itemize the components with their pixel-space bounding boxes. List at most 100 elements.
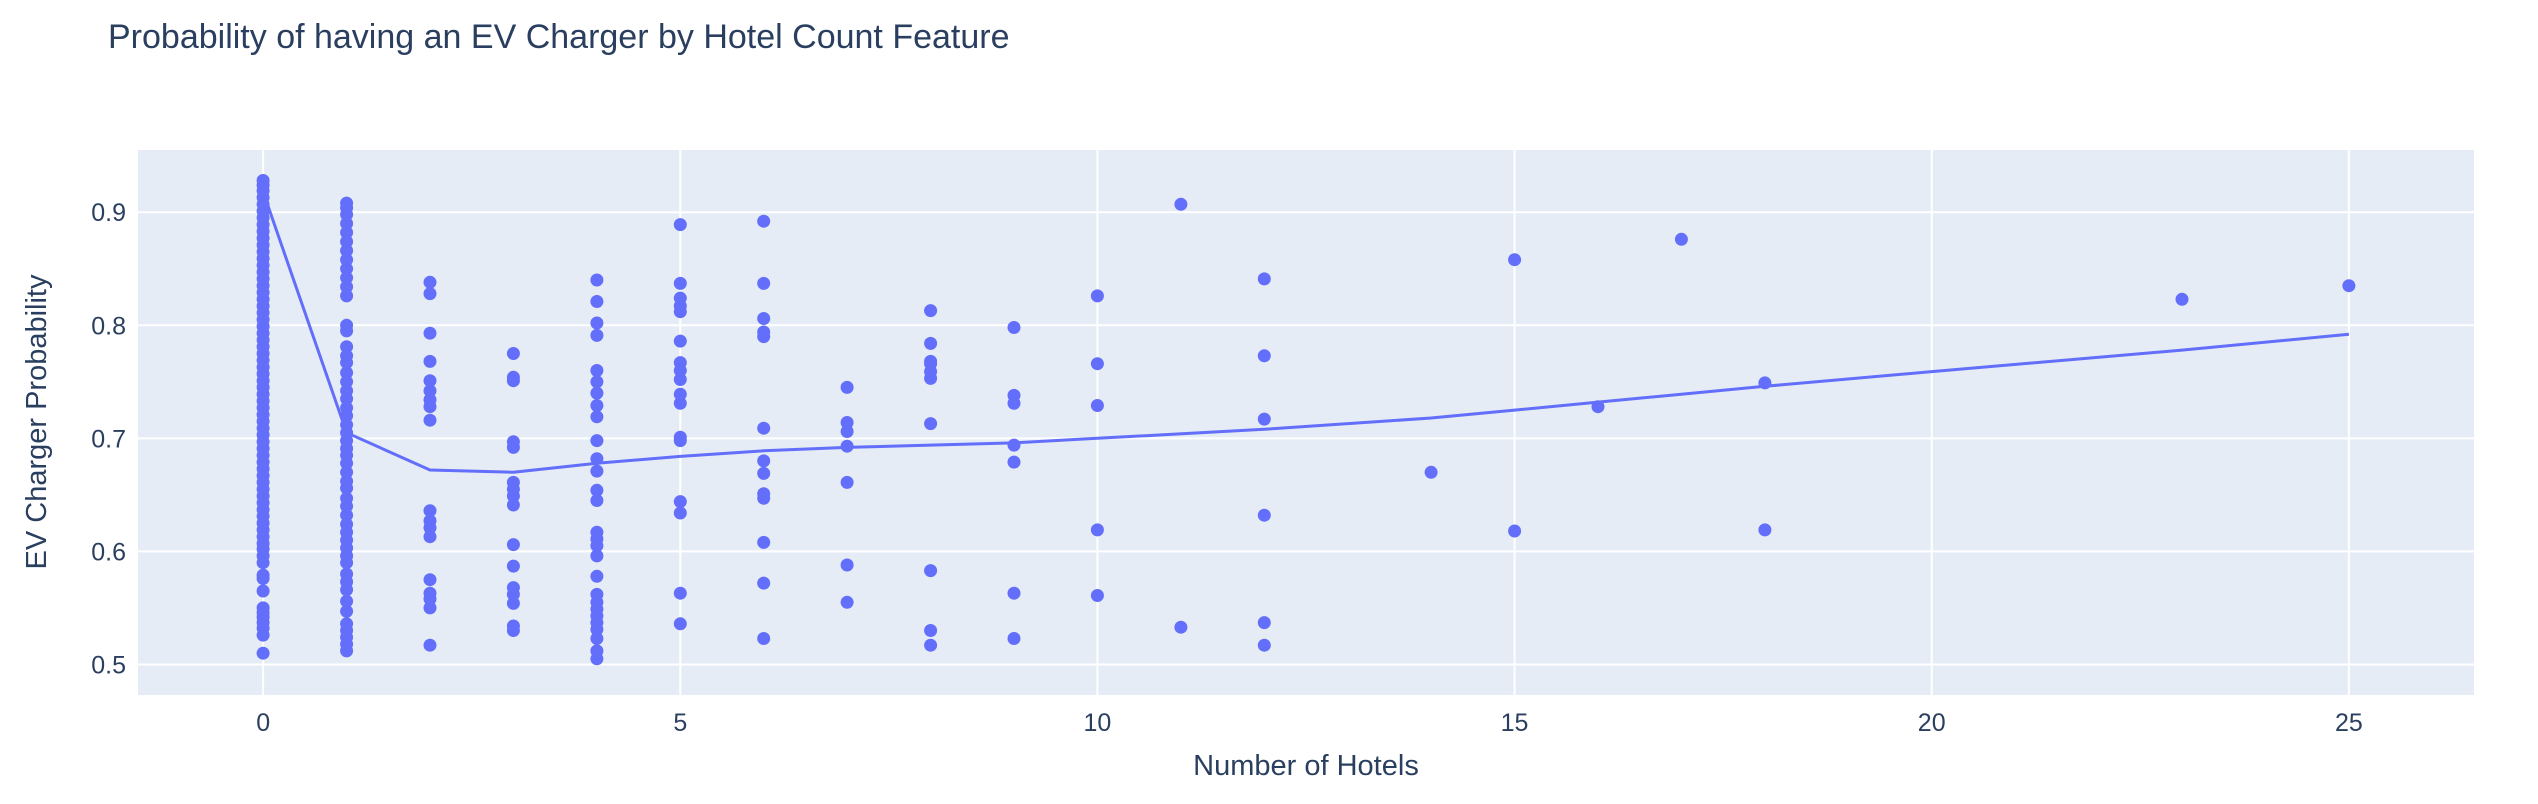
data-marks — [256, 174, 2356, 666]
x-tick-label: 0 — [256, 709, 270, 737]
scatter-point — [340, 465, 354, 479]
scatter-point — [340, 271, 354, 285]
scatter-point — [590, 273, 604, 287]
scatter-point — [340, 253, 354, 267]
scatter-point — [340, 217, 354, 230]
scatter-point — [423, 354, 437, 368]
scatter-point — [506, 347, 520, 360]
scatter-point — [340, 617, 354, 631]
scatter-point — [1508, 253, 1522, 267]
scatter-point — [256, 646, 270, 660]
scatter-point — [340, 289, 354, 303]
chart-title: Probability of having an EV Charger by H… — [108, 18, 1010, 56]
plot-background — [138, 150, 2474, 695]
scatter-point — [1007, 388, 1021, 402]
scatter-point — [590, 525, 604, 539]
scatter-point — [340, 366, 354, 380]
x-tick-label: 25 — [2335, 709, 2363, 737]
scatter-point — [340, 594, 354, 608]
scatter-point — [840, 595, 854, 609]
scatter-point — [924, 417, 938, 431]
scatter-point — [506, 538, 520, 552]
scatter-point — [673, 373, 687, 386]
scatter-point — [423, 275, 437, 289]
scatter-point — [590, 644, 604, 658]
scatter-point — [1090, 399, 1104, 412]
x-tick-label: 10 — [1084, 709, 1112, 737]
scatter-point — [1674, 232, 1688, 246]
scatter-point — [340, 318, 354, 332]
scatter-point — [757, 214, 771, 228]
scatter-point — [840, 558, 854, 572]
scatter-point — [590, 399, 604, 412]
scatter-point — [840, 380, 854, 394]
trend-line — [261, 191, 2350, 474]
scatter-point — [757, 487, 771, 501]
scatter-point — [590, 316, 604, 330]
scatter-point — [673, 387, 687, 401]
x-tick-label: 5 — [673, 709, 687, 737]
y-tick-label: 0.8 — [91, 312, 126, 340]
scatter-point — [1090, 357, 1104, 371]
scatter-point — [924, 564, 938, 578]
scatter-point — [340, 508, 354, 522]
scatter-point — [1758, 523, 1772, 537]
scatter-point — [256, 174, 270, 187]
scatter-point — [423, 530, 437, 544]
scatter-point — [2175, 292, 2189, 306]
scatter-point — [673, 334, 687, 348]
scatter-point — [590, 569, 604, 583]
scatter-point — [340, 280, 354, 294]
scatter-point — [256, 601, 270, 615]
scatter-point — [1007, 438, 1021, 452]
scatter-point — [1424, 465, 1438, 479]
scatter-point — [590, 494, 604, 507]
scatter-point — [673, 356, 687, 370]
scatter-point — [1257, 638, 1271, 652]
scatter-point — [340, 491, 354, 505]
scatter-point — [757, 325, 771, 339]
scatter-point — [840, 425, 854, 438]
scatter-point — [757, 466, 771, 480]
y-axis-title: EV Charger Probability — [21, 274, 53, 569]
scatter-point — [590, 464, 604, 478]
y-tick-label: 0.9 — [91, 199, 126, 227]
scatter-point — [340, 384, 354, 398]
scatter-point — [340, 567, 354, 581]
scatter-point — [1508, 524, 1522, 538]
scatter-point — [590, 375, 604, 389]
scatter-point — [673, 396, 687, 410]
scatter-point — [340, 244, 354, 258]
scatter-point — [924, 638, 938, 652]
scatter-point — [924, 354, 938, 368]
scatter-point — [340, 226, 354, 239]
scatter-point — [506, 559, 520, 573]
scatter-point — [340, 196, 354, 210]
scatter-point — [340, 517, 354, 531]
scatter-point — [340, 235, 354, 249]
scatter-point — [590, 587, 604, 601]
scatter-point — [1257, 412, 1271, 426]
x-axis-title: Number of Hotels — [1193, 750, 1419, 782]
scatter-point — [1174, 620, 1188, 634]
scatter-point — [590, 386, 604, 400]
grid — [138, 150, 2474, 695]
y-tick-label: 0.7 — [91, 425, 126, 453]
scatter-point — [423, 413, 437, 427]
scatter-point — [423, 384, 437, 398]
scatter-point — [673, 495, 687, 509]
scatter-point — [506, 370, 520, 384]
scatter-point — [673, 617, 687, 631]
scatter-point — [590, 364, 604, 377]
scatter-point — [423, 586, 437, 600]
scatter-point — [423, 514, 437, 528]
scatter-point — [506, 498, 520, 512]
scatter-point — [1174, 197, 1188, 211]
scatter-point — [757, 454, 771, 468]
scatter-point — [673, 506, 687, 520]
scatter-point — [924, 304, 938, 318]
scatter-point — [340, 375, 354, 389]
scatter-point — [757, 276, 771, 290]
scatter-point — [423, 638, 437, 652]
